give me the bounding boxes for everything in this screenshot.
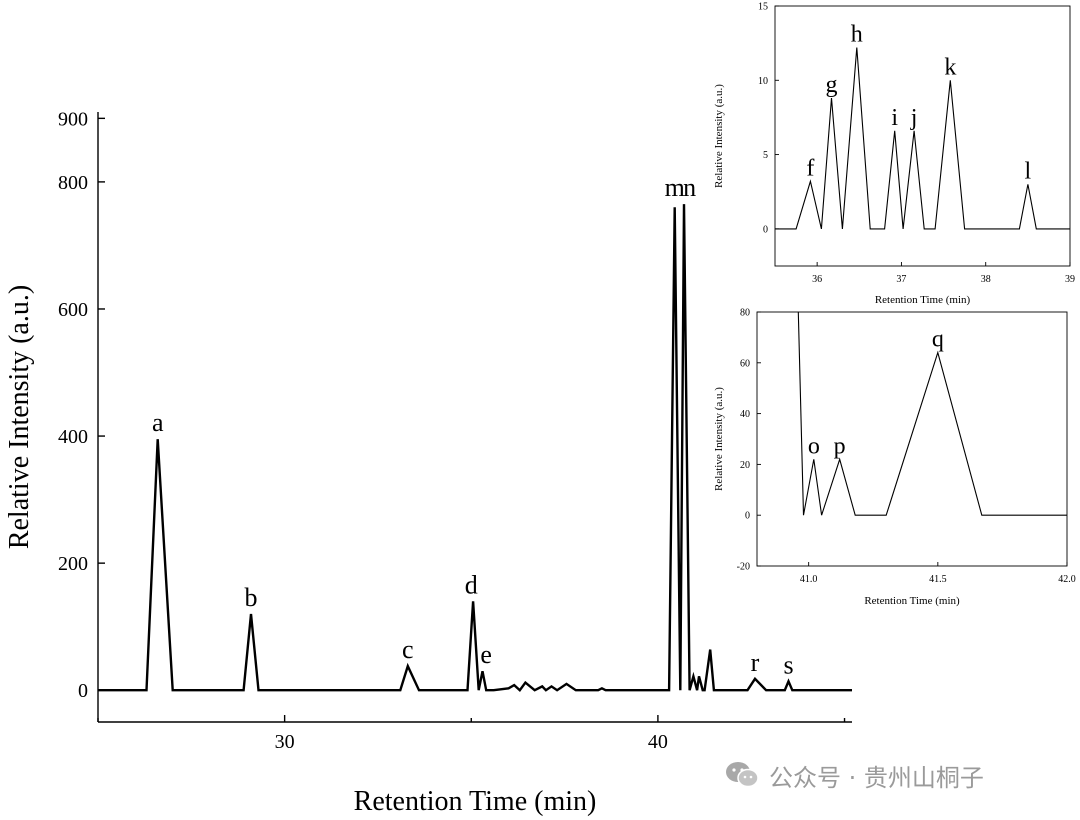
x-tick-label: 36 — [812, 274, 822, 285]
y-tick-label: 10 — [758, 76, 768, 87]
watermark-text: 公众号 · 贵州山桐子 — [769, 763, 984, 792]
peak-label: n — [683, 173, 696, 202]
y-tick-label: 5 — [763, 150, 768, 161]
y-tick-label: 800 — [58, 172, 88, 194]
wechat-icon — [726, 762, 759, 788]
y-tick-label: 0 — [763, 224, 768, 235]
peak-label: p — [834, 433, 846, 459]
x-tick-label: 37 — [896, 274, 906, 285]
y-axis-label: Relative Intensity (a.u.) — [713, 387, 725, 491]
inset-chart-2: 41.0 41.5 42.0 -20 0 20 40 60 80 Retention Time (… — [713, 308, 1076, 608]
x-axis-label: Retention Time (min) — [875, 294, 971, 306]
x-tick-label: 39 — [1065, 274, 1075, 285]
y-tick-label: 0 — [78, 680, 88, 702]
x-tick-label: 40 — [648, 731, 668, 753]
peak-label: s — [783, 650, 793, 679]
x-tick-label: 30 — [275, 731, 295, 753]
peak-label: j — [910, 105, 918, 131]
peak-label: h — [851, 22, 863, 48]
peak-label: d — [465, 570, 478, 599]
peak-label: g — [825, 72, 837, 98]
peak-label: a — [152, 408, 164, 437]
x-tick-label: 42.0 — [1058, 574, 1076, 585]
peak-label: m — [665, 173, 685, 202]
y-axis-label: Relative Intensity (a.u.) — [4, 285, 35, 549]
y-tick-label: 40 — [740, 409, 750, 420]
y-tick-label: 400 — [58, 426, 88, 448]
peak-label: b — [245, 583, 258, 612]
y-tick-label: 200 — [58, 553, 88, 575]
plot-frame — [774, 5, 1071, 267]
x-tick-label: 41.5 — [929, 574, 947, 585]
y-tick-label: 80 — [740, 308, 750, 319]
peak-label: o — [808, 433, 820, 459]
watermark: 公众号 · 贵州山桐子 — [725, 755, 984, 795]
y-tick-label: 600 — [58, 299, 88, 321]
plot-frame — [756, 311, 1068, 567]
series-line — [98, 204, 852, 692]
peak-label: k — [944, 54, 956, 80]
y-tick-label: 900 — [58, 108, 88, 130]
x-tick-label: 41.0 — [800, 574, 818, 585]
peak-label: c — [402, 635, 414, 664]
peak-label: q — [932, 327, 944, 353]
peak-label: f — [806, 155, 814, 181]
peak-label: e — [480, 640, 492, 669]
x-tick-label: 38 — [981, 274, 991, 285]
y-tick-label: 20 — [740, 460, 750, 471]
peak-label: r — [751, 648, 760, 677]
x-axis-label: Retention Time (min) — [354, 786, 597, 817]
peak-label: i — [891, 105, 898, 131]
x-axis-label: Retention Time (min) — [864, 595, 960, 607]
series-line — [775, 47, 1070, 230]
y-tick-label: 0 — [745, 511, 750, 522]
y-tick-label: -20 — [737, 562, 750, 573]
y-axis-label: Relative Intensity (a.u.) — [713, 84, 725, 188]
peak-label: l — [1025, 158, 1032, 184]
inset-chart-1: 36 37 38 39 0 5 10 15 Retention Time (min) Relati… — [713, 2, 1075, 307]
series-line — [797, 312, 1067, 516]
y-tick-label: 60 — [740, 358, 750, 369]
y-tick-label: 15 — [758, 2, 768, 13]
